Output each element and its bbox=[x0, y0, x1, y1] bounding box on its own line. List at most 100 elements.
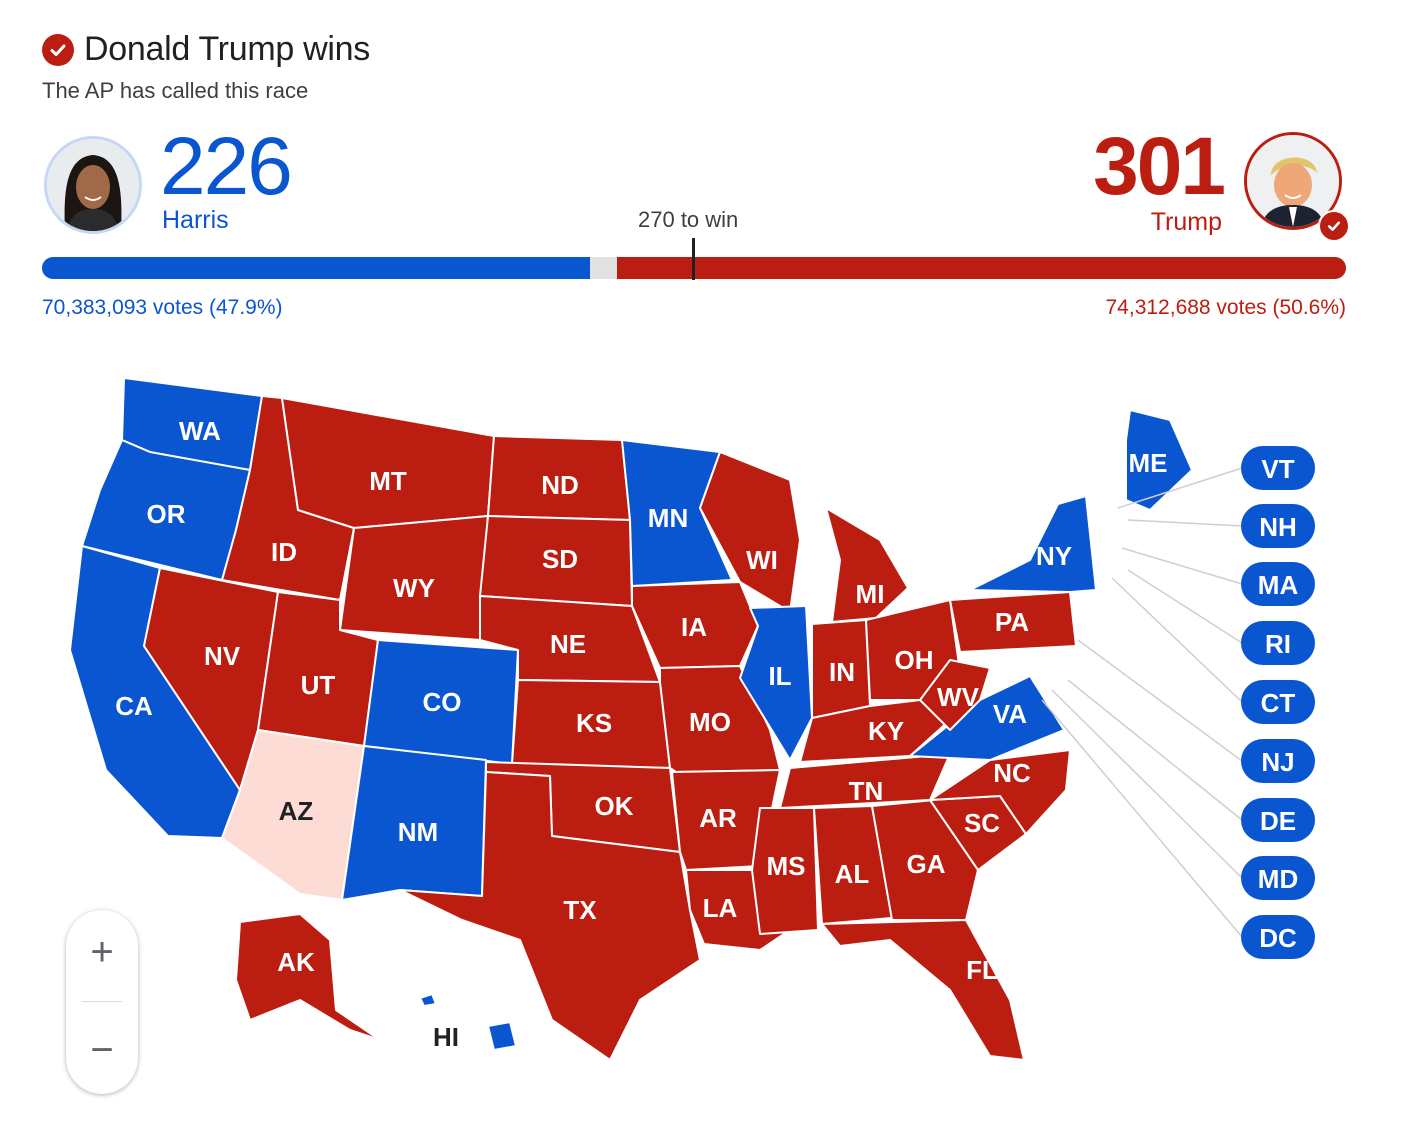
state-label-va: VA bbox=[993, 699, 1027, 729]
state-label-ky: KY bbox=[868, 716, 904, 746]
harris-electoral-votes: 226 bbox=[160, 121, 293, 212]
state-callout-ct[interactable] bbox=[1241, 680, 1315, 724]
state-label-la: LA bbox=[703, 893, 738, 923]
state-label-wv: WV bbox=[937, 682, 980, 712]
state-label-me: ME bbox=[1129, 448, 1168, 478]
harris-name: Harris bbox=[162, 206, 229, 234]
state-label-in: IN bbox=[829, 657, 855, 687]
callout-line-nj bbox=[1077, 639, 1243, 762]
state-label-mi: MI bbox=[856, 579, 885, 609]
state-label-az: AZ bbox=[279, 796, 314, 826]
callout-line-nh bbox=[1127, 519, 1243, 527]
state-ms[interactable] bbox=[751, 807, 819, 935]
state-label-tn: TN bbox=[849, 776, 884, 806]
state-label-nv: NV bbox=[204, 641, 241, 671]
state-callout-label-nh: NH bbox=[1259, 512, 1297, 542]
state-label-oh: OH bbox=[895, 645, 934, 675]
callout-line-ct bbox=[1111, 577, 1243, 703]
state-label-ne: NE bbox=[550, 629, 586, 659]
harris-popular-votes: 70,383,093 votes (47.9%) bbox=[42, 296, 283, 319]
zoom-divider bbox=[82, 1001, 122, 1002]
state-ar[interactable] bbox=[671, 769, 781, 871]
threshold-marker bbox=[692, 238, 695, 280]
electoral-map[interactable]: WA OR CA NV ID MT WY UT AZ CO NM ND SD NE KS OK TX MN IA MO… bbox=[0, 340, 1426, 1128]
state-label-hi: HI bbox=[433, 1022, 459, 1052]
state-callout-ma[interactable] bbox=[1241, 562, 1315, 606]
state-label-wa: WA bbox=[179, 416, 221, 446]
trump-electoral-votes: 301 bbox=[1093, 121, 1226, 212]
state-callout-de[interactable] bbox=[1241, 798, 1315, 842]
state-hi[interactable] bbox=[419, 993, 517, 1051]
state-label-ia: IA bbox=[681, 612, 707, 642]
state-wv[interactable] bbox=[919, 659, 991, 731]
callout-line-dc bbox=[1041, 699, 1243, 938]
state-label-wi: WI bbox=[746, 545, 778, 575]
state-callout-md[interactable] bbox=[1241, 856, 1315, 900]
zoom-in-button[interactable]: + bbox=[90, 929, 114, 974]
state-label-sc: SC bbox=[964, 808, 1000, 838]
state-label-pa: PA bbox=[995, 607, 1029, 637]
state-callout-nh[interactable] bbox=[1241, 504, 1315, 548]
state-label-sd: SD bbox=[542, 544, 578, 574]
state-callout-label-ma: MA bbox=[1258, 570, 1299, 600]
state-label-il: IL bbox=[768, 661, 791, 691]
state-label-mt: MT bbox=[369, 466, 407, 496]
state-label-id: ID bbox=[271, 537, 297, 567]
state-mt[interactable] bbox=[281, 397, 495, 529]
state-label-mn: MN bbox=[648, 503, 688, 533]
state-label-nm: NM bbox=[398, 817, 438, 847]
electoral-vote-bar bbox=[42, 257, 1346, 279]
state-label-ak: AK bbox=[277, 947, 315, 977]
race-call-status: The AP has called this race bbox=[42, 78, 309, 103]
threshold-label: 270 to win bbox=[638, 207, 739, 232]
state-callout-label-ri: RI bbox=[1265, 629, 1291, 659]
state-callout-label-de: DE bbox=[1260, 806, 1296, 836]
state-label-al: AL bbox=[835, 859, 870, 889]
callout-line-md bbox=[1051, 689, 1243, 879]
state-il[interactable] bbox=[739, 605, 813, 761]
state-label-ar: AR bbox=[699, 803, 737, 833]
callout-line-ri bbox=[1127, 569, 1243, 644]
state-callout-label-md: MD bbox=[1258, 864, 1298, 894]
state-callout-label-nj: NJ bbox=[1261, 747, 1294, 777]
winner-check-icon bbox=[1318, 210, 1350, 242]
headline: Donald Trump wins bbox=[42, 30, 370, 69]
callout-line-vt bbox=[1117, 467, 1243, 509]
state-pa[interactable] bbox=[949, 591, 1077, 653]
state-label-nd: ND bbox=[541, 470, 579, 500]
state-ny[interactable] bbox=[969, 495, 1097, 593]
headline-text: Donald Trump wins bbox=[84, 30, 370, 68]
trump-bar-segment bbox=[617, 257, 1346, 279]
harris-avatar bbox=[44, 136, 142, 234]
zoom-out-button[interactable]: − bbox=[90, 1027, 114, 1072]
state-label-ga: GA bbox=[907, 849, 946, 879]
state-callout-vt[interactable] bbox=[1241, 446, 1315, 490]
state-label-wy: WY bbox=[393, 573, 435, 603]
state-fl[interactable] bbox=[821, 919, 1025, 1061]
state-callout-label-ct: CT bbox=[1261, 688, 1296, 718]
state-label-ny: NY bbox=[1036, 541, 1072, 571]
callout-line-ma bbox=[1121, 547, 1243, 585]
state-ak[interactable] bbox=[235, 913, 381, 1041]
state-callout-label-vt: VT bbox=[1261, 454, 1294, 484]
state-label-ms: MS bbox=[767, 851, 806, 881]
harris-bar-segment bbox=[42, 257, 590, 279]
state-callout-nj[interactable] bbox=[1241, 739, 1315, 783]
state-label-nc: NC bbox=[993, 758, 1031, 788]
state-callout-dc[interactable] bbox=[1241, 915, 1315, 959]
state-tx[interactable] bbox=[399, 771, 701, 1061]
zoom-control: + − bbox=[66, 910, 138, 1094]
state-label-tx: TX bbox=[563, 895, 597, 925]
state-label-or: OR bbox=[147, 499, 186, 529]
state-callout-label-dc: DC bbox=[1259, 923, 1297, 953]
trump-name: Trump bbox=[1150, 208, 1222, 236]
state-label-ca: CA bbox=[115, 691, 153, 721]
callout-line-de bbox=[1067, 679, 1243, 821]
state-callout-ri[interactable] bbox=[1241, 621, 1315, 665]
state-label-ks: KS bbox=[576, 708, 612, 738]
state-label-mo: MO bbox=[689, 707, 731, 737]
uncalled-bar-segment bbox=[590, 257, 617, 279]
state-me[interactable] bbox=[1125, 409, 1193, 511]
trump-popular-votes: 74,312,688 votes (50.6%) bbox=[1105, 296, 1347, 319]
state-label-ut: UT bbox=[301, 670, 336, 700]
